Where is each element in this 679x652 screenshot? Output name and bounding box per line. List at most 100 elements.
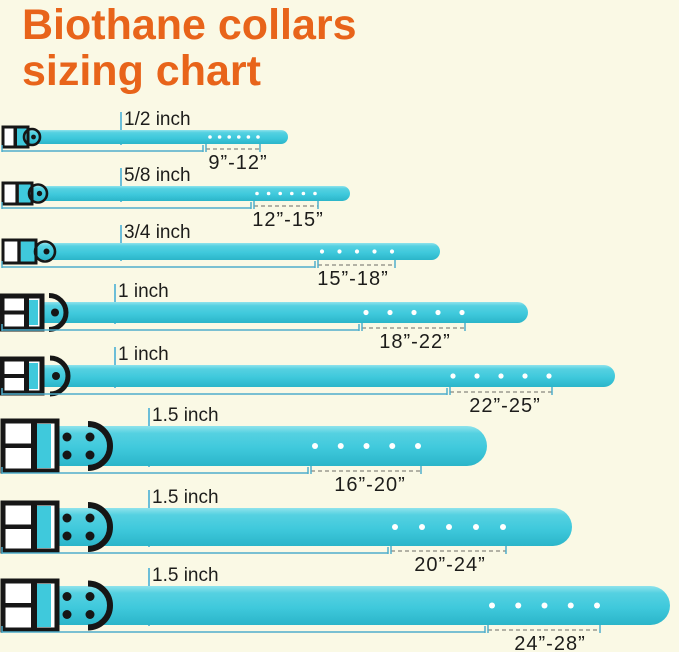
collar-hole — [246, 135, 251, 139]
collar-hole — [415, 443, 421, 449]
collar-hole — [363, 443, 370, 449]
collar-hole — [459, 309, 465, 316]
collar-width-label: 1.5 inch — [152, 487, 219, 508]
rivet-icon — [85, 592, 95, 601]
collar-size-range-label: 18”-22” — [379, 331, 451, 353]
collar-hole — [256, 135, 260, 139]
collar-hole — [567, 602, 574, 609]
d-ring-icon — [49, 355, 71, 397]
d-ring-icon — [87, 502, 113, 552]
collar-hole — [313, 191, 317, 196]
collar-row — [0, 347, 615, 397]
collar-hole — [372, 249, 377, 254]
collar-row — [0, 568, 670, 633]
collar-band — [4, 586, 670, 625]
buckle-icon — [0, 500, 113, 554]
collar-hole — [473, 524, 479, 530]
collar-hole — [392, 524, 398, 530]
rivet-icon — [85, 513, 95, 523]
collar-width-label: 5/8 inch — [124, 165, 191, 186]
d-ring-icon — [87, 421, 113, 471]
collar-hole — [515, 602, 522, 609]
rivet-icon — [85, 610, 95, 619]
collar-band — [4, 365, 615, 387]
collar-hole — [498, 373, 504, 379]
rivet-icon — [85, 531, 95, 541]
collar-hole — [255, 191, 259, 196]
d-ring-icon — [48, 293, 69, 332]
collar-hole — [522, 373, 528, 379]
collar-hole — [387, 309, 393, 316]
collar-size-range-label: 20”-24” — [414, 554, 486, 576]
rivet-icon — [62, 531, 72, 541]
collar-hole — [474, 373, 480, 379]
collar-width-label: 1 inch — [118, 281, 169, 302]
collar-band — [4, 186, 350, 201]
collar-hole — [419, 524, 425, 530]
collar-row — [1, 168, 350, 209]
rivet-icon — [62, 432, 72, 442]
keeper-ring-icon — [27, 183, 49, 204]
collar-hole — [312, 443, 318, 449]
collar-band — [4, 130, 288, 144]
collar-hole — [435, 309, 441, 316]
collar-hole — [363, 309, 369, 316]
collar-size-range-label: 9”-12” — [208, 152, 268, 174]
collar-hole — [217, 135, 222, 139]
collar-size-range-label: 24”-28” — [514, 633, 586, 652]
collar-hole — [389, 249, 395, 254]
collar-size-range-label: 12”-15” — [252, 209, 324, 231]
collar-width-label: 3/4 inch — [124, 222, 191, 243]
collar-hole — [446, 524, 452, 530]
buckle-icon — [0, 293, 69, 332]
collar-hole — [208, 135, 212, 139]
title-line-1: Biothane collars — [22, 1, 357, 49]
collar-hole — [290, 191, 294, 196]
collar-width-label: 1/2 inch — [124, 109, 191, 130]
buckle-icon — [0, 355, 71, 397]
collar-hole — [354, 249, 360, 254]
collar-row — [0, 490, 572, 554]
collar-hole — [450, 373, 456, 379]
collar-hole — [594, 602, 600, 609]
collar-hole — [278, 191, 283, 196]
page-title: Biothane collars sizing chart — [22, 2, 357, 94]
collar-band — [4, 426, 487, 466]
buckle-icon — [1, 125, 42, 149]
buckle-icon — [0, 418, 113, 474]
collar-band — [4, 243, 440, 260]
buckle-icon — [1, 238, 57, 265]
collar-size-range-label: 16”-20” — [334, 474, 406, 496]
rivet-icon — [85, 450, 95, 460]
rivet-icon — [62, 450, 72, 460]
buckle-icon — [0, 578, 113, 633]
keeper-ring-icon — [22, 127, 42, 147]
collar-row — [1, 225, 440, 268]
collar-hole — [489, 602, 495, 609]
rivet-icon — [62, 513, 72, 523]
collar-band — [4, 302, 528, 323]
collar-width-label: 1 inch — [118, 344, 169, 365]
buckle-icon — [1, 181, 49, 206]
rivet-icon — [85, 432, 95, 442]
rivet-icon — [62, 592, 72, 601]
collar-size-range-label: 15”-18” — [317, 268, 389, 290]
collar-hole — [337, 249, 342, 254]
collar-hole — [301, 191, 306, 196]
collar-row — [1, 112, 288, 152]
title-line-2: sizing chart — [22, 47, 261, 95]
collar-hole — [266, 191, 271, 196]
collar-band — [4, 508, 572, 546]
rivet-icon — [62, 610, 72, 619]
collar-hole — [337, 443, 344, 449]
collar-hole — [541, 602, 548, 609]
collar-row — [0, 284, 528, 332]
collar-hole — [237, 135, 241, 139]
collar-hole — [227, 135, 231, 139]
collar-row — [0, 408, 487, 474]
collar-hole — [500, 524, 506, 530]
collar-hole — [411, 309, 417, 316]
collar-size-range-label: 22”-25” — [469, 395, 541, 417]
